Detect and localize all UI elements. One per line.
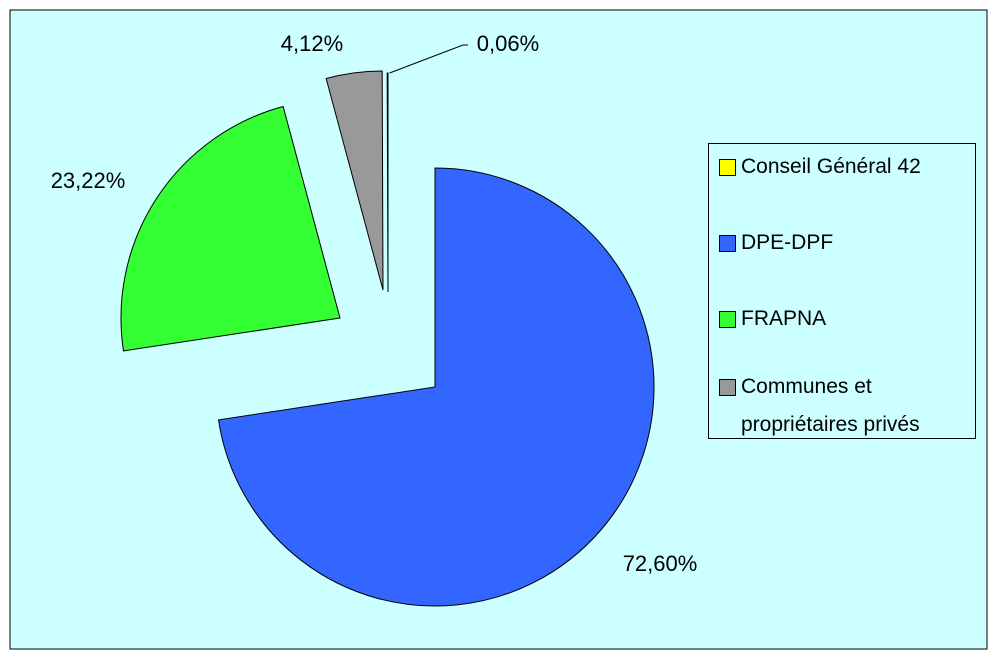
pie-slice	[120, 105, 341, 352]
legend-item: Conseil Général 42	[719, 148, 969, 186]
legend-item: FRAPNA	[719, 300, 969, 338]
data-label: 4,12%	[281, 31, 343, 56]
legend-item: Communes et propriétaires privés	[719, 368, 969, 444]
legend-label: FRAPNA	[741, 307, 827, 330]
pie-slice	[217, 167, 655, 607]
legend-swatch	[719, 311, 736, 328]
legend-label: Conseil Général 42	[741, 155, 921, 178]
legend-swatch	[719, 379, 736, 396]
leader-line	[389, 44, 468, 74]
legend-label: DPE-DPF	[741, 231, 834, 254]
legend-label: Communes et propriétaires privés	[741, 375, 920, 436]
data-label: 72,60%	[623, 551, 698, 576]
legend-swatch	[719, 159, 736, 176]
legend-item: DPE-DPF	[719, 224, 969, 262]
pie-slice	[386, 72, 389, 293]
data-label: 23,22%	[51, 168, 126, 193]
data-label: 0,06%	[477, 31, 539, 56]
legend-swatch	[719, 235, 736, 252]
legend: Conseil Général 42 DPE-DPF FRAPNA Communes …	[708, 143, 976, 439]
pie-slice	[325, 70, 384, 291]
